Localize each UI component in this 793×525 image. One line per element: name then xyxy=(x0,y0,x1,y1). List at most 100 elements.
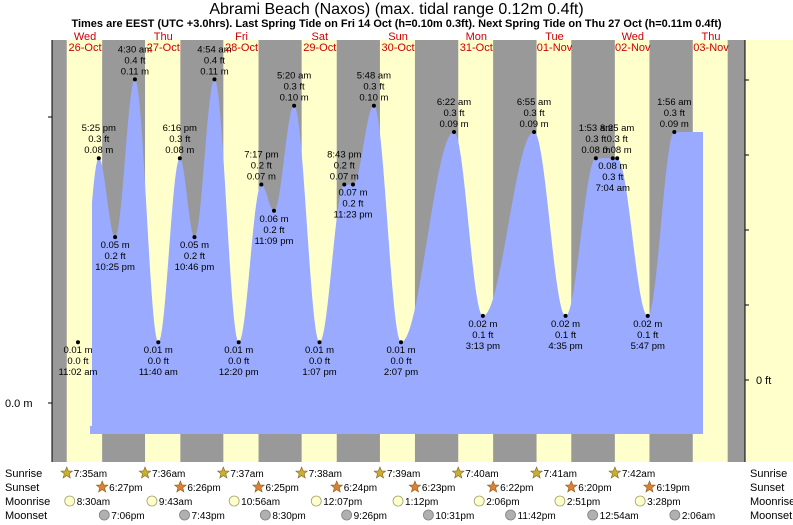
moonrise-icon xyxy=(146,495,158,507)
astro-row-label-right: Moonrise xyxy=(750,496,793,508)
high-tide-marker xyxy=(212,77,217,82)
day-date-label: 29-Oct xyxy=(303,42,336,54)
low-tide-label: 7:04 am xyxy=(596,183,630,194)
high-tide-label: 4:54 am xyxy=(197,44,231,55)
day-labels: Wed26-OctThu27-OctFri28-OctSat29-OctSun3… xyxy=(69,31,730,54)
low-tide-label: 0.0 ft xyxy=(390,356,411,367)
low-tide-label: 11:09 pm xyxy=(255,236,294,247)
high-tide-label: 0.08 m xyxy=(84,145,113,156)
high-tide-label: 0.3 ft xyxy=(169,134,190,145)
page-subtitle: Times are EEST (UTC +3.0hrs). Last Sprin… xyxy=(71,18,722,30)
moonset-time: 11:42pm xyxy=(518,511,556,522)
high-tide-marker xyxy=(371,103,376,108)
low-tide-label: 0.05 m xyxy=(180,240,209,251)
moonset-time: 8:30pm xyxy=(272,511,305,522)
high-tide-label: 0.08 m xyxy=(165,145,194,156)
sunrise-time: 7:39am xyxy=(387,469,420,480)
sunrise-time: 7:35am xyxy=(74,469,107,480)
high-tide-marker xyxy=(672,129,677,134)
day-weekday-label: Fri xyxy=(235,31,248,43)
high-tide-label: 0.2 ft xyxy=(334,161,355,172)
low-tide-label: 0.1 ft xyxy=(637,330,658,341)
low-tide-marker xyxy=(113,235,118,240)
sunrise-time: 7:38am xyxy=(309,469,342,480)
low-tide-label: 0.2 ft xyxy=(263,225,284,236)
high-tide-label: 0.3 ft xyxy=(523,108,544,119)
low-tide-marker xyxy=(350,182,355,187)
moonrise-icon xyxy=(473,495,485,507)
day-weekday-label: Mon xyxy=(466,31,487,43)
high-tide-label: 0.4 ft xyxy=(204,55,225,66)
high-tide-label: 6:55 am xyxy=(517,97,551,108)
low-tide-label: 0.0 ft xyxy=(67,356,88,367)
low-tide-label: 5:47 pm xyxy=(631,341,665,352)
sunset-time: 6:27pm xyxy=(109,483,142,494)
day-weekday-label: Sun xyxy=(388,31,408,43)
low-tide-label: 2:07 pm xyxy=(384,367,418,378)
moonset-time: 2:06am xyxy=(682,511,715,522)
astro-row-label-left: Sunrise xyxy=(5,468,42,480)
astro-table: Sunrise Sunrise Sunset Sunset Moonrise Moonri… xyxy=(5,466,793,522)
low-tide-label: 0.0 ft xyxy=(228,356,249,367)
high-tide-label: 0.10 m xyxy=(359,93,388,104)
high-tide-label: 0.3 ft xyxy=(363,82,384,93)
moonrise-icon xyxy=(310,495,322,507)
low-tide-label: 0.01 m xyxy=(224,345,253,356)
moonset-icon xyxy=(179,509,190,521)
high-tide-marker xyxy=(292,103,297,108)
sunset-icon xyxy=(486,480,500,493)
high-tide-label: 0.08 m xyxy=(581,145,610,156)
sunset-time: 6:20pm xyxy=(578,483,611,494)
moonset-icon xyxy=(587,509,599,521)
high-tide-label: 0.3 ft xyxy=(88,134,109,145)
high-tide-label: 0.09 m xyxy=(660,119,689,130)
moonrise-icon xyxy=(554,495,566,507)
low-tide-marker xyxy=(563,313,568,318)
sunrise-time: 7:41am xyxy=(544,469,577,480)
moonrise-icon xyxy=(64,495,76,507)
day-weekday-label: Thu xyxy=(702,31,721,43)
low-tide-marker xyxy=(317,340,322,345)
sunrise-icon xyxy=(373,466,387,479)
moonset-icon xyxy=(341,509,353,521)
sunrise-icon xyxy=(138,466,152,479)
moonrise-time: 8:30am xyxy=(77,497,110,508)
high-tide-label: 0.11 m xyxy=(121,66,149,77)
day-weekday-label: Tue xyxy=(545,31,564,43)
moonrise-time: 2:06pm xyxy=(486,497,519,508)
high-tide-label: 0.09 m xyxy=(439,119,468,130)
sunrise-time: 7:40am xyxy=(465,469,498,480)
high-tide-marker xyxy=(532,129,537,134)
moonrise-time: 10:56am xyxy=(241,497,280,508)
low-tide-marker xyxy=(192,235,197,240)
sunrise-icon xyxy=(60,466,74,479)
moonset-icon xyxy=(669,509,681,521)
low-tide-label: 0.2 ft xyxy=(184,251,205,262)
low-tide-marker xyxy=(645,313,650,318)
low-tide-label: 0.05 m xyxy=(101,240,130,251)
sunset-icon xyxy=(252,480,266,493)
high-tide-label: 8:43 pm xyxy=(327,150,361,161)
day-date-label: 01-Nov xyxy=(537,42,573,54)
high-tide-marker xyxy=(615,156,620,161)
left-axis-zero-label: 0.0 m xyxy=(5,398,33,410)
moonset-icon xyxy=(505,509,516,521)
sunrise-icon xyxy=(608,466,622,479)
high-tide-marker xyxy=(259,182,264,187)
low-tide-label: 10:46 pm xyxy=(175,262,215,273)
low-tide-label: 0.2 ft xyxy=(105,251,126,262)
high-tide-label: 5:48 am xyxy=(357,71,391,82)
sunset-icon xyxy=(643,480,656,493)
high-tide-label: 0.2 ft xyxy=(251,161,272,172)
sunset-time: 6:19pm xyxy=(656,483,689,494)
low-tide-label: 0.01 m xyxy=(305,345,334,356)
sunrise-icon xyxy=(216,466,230,479)
sunset-icon xyxy=(408,480,422,493)
high-tide-label: 0.10 m xyxy=(280,93,309,104)
day-date-label: 30-Oct xyxy=(382,42,415,54)
low-tide-label: 10:25 pm xyxy=(95,262,135,273)
day-date-label: 26-Oct xyxy=(69,42,102,54)
moonrise-time: 9:43am xyxy=(159,497,192,508)
